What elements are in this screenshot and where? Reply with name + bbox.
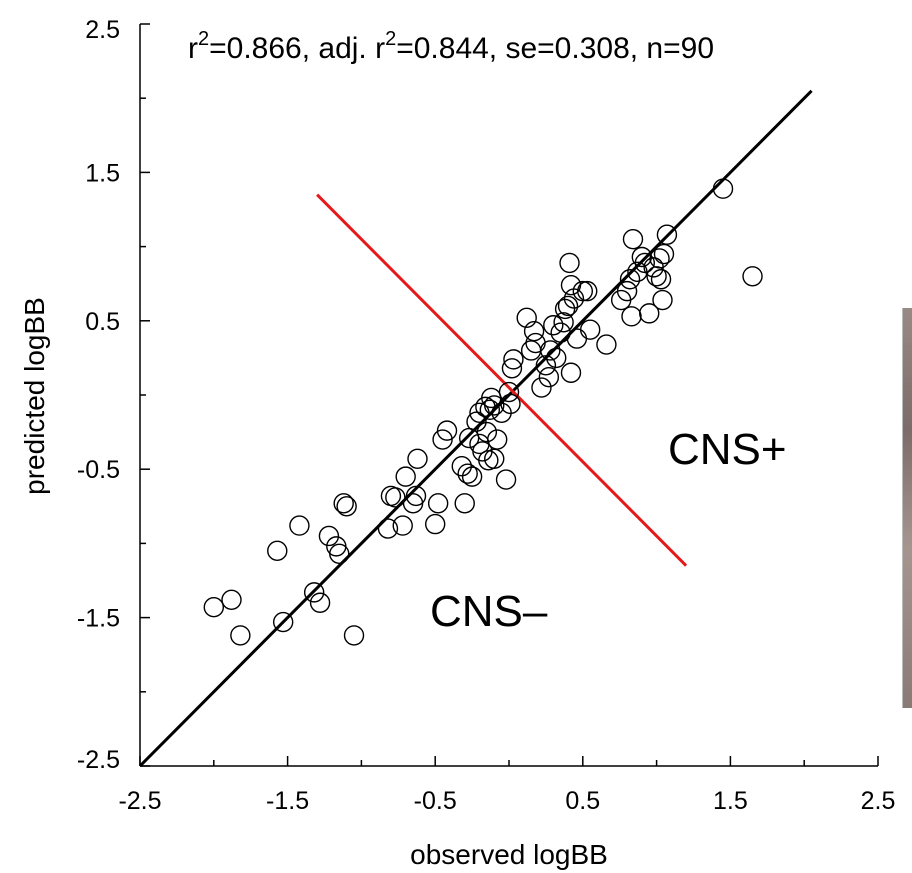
data-point xyxy=(656,224,678,245)
region-label-cns-plus: CNS+ xyxy=(668,425,787,474)
data-point xyxy=(652,289,673,311)
data-point xyxy=(336,496,357,517)
data-point xyxy=(557,295,579,317)
data-point xyxy=(377,518,399,539)
data-point xyxy=(646,266,667,287)
data-point xyxy=(577,280,598,302)
data-point xyxy=(516,307,537,329)
y-tick-label: -1.5 xyxy=(77,605,120,633)
data-point xyxy=(500,393,521,415)
data-point xyxy=(466,411,487,432)
data-point xyxy=(650,269,672,290)
data-point xyxy=(392,515,413,536)
data-point xyxy=(405,485,427,507)
data-point xyxy=(712,178,734,199)
region-label-cns-minus: CNS– xyxy=(430,587,548,636)
y-tick-label: 2.5 xyxy=(85,16,120,44)
data-point xyxy=(553,312,574,333)
data-point xyxy=(495,469,517,490)
data-point xyxy=(621,306,642,327)
data-point xyxy=(407,448,428,470)
fit-line xyxy=(138,89,813,768)
data-point xyxy=(639,303,660,324)
x-axis-label: observed logBB xyxy=(410,839,608,870)
data-point xyxy=(572,280,593,302)
data-point xyxy=(523,320,545,342)
data-point xyxy=(267,540,288,562)
data-point xyxy=(520,340,542,361)
data-point xyxy=(653,243,675,265)
x-tick-label: -1.5 xyxy=(266,787,309,815)
data-point xyxy=(486,429,508,450)
tick-labels: -2.5 -1.5 -0.5 0.5 1.5 2.5 -2.5 -1.5 -0.5 0.5 1.5 2… xyxy=(77,16,895,815)
data-point xyxy=(272,611,294,633)
y-tick-label: 0.5 xyxy=(85,308,120,336)
data-point xyxy=(318,525,340,547)
data-point xyxy=(540,340,561,361)
data-point xyxy=(479,399,501,421)
y-tick-label: -0.5 xyxy=(77,456,120,484)
data-point xyxy=(461,466,483,487)
data-point xyxy=(303,582,325,603)
y-tick-label: -2.5 xyxy=(77,746,120,774)
data-point xyxy=(432,429,453,450)
ticks xyxy=(139,23,879,767)
data-point xyxy=(484,395,505,416)
x-tick-label: 1.5 xyxy=(713,787,748,815)
data-point xyxy=(425,513,446,535)
data-point xyxy=(616,280,638,302)
data-point xyxy=(579,319,601,340)
data-point xyxy=(436,420,458,441)
x-tick-label: -2.5 xyxy=(118,787,161,815)
data-point xyxy=(649,248,670,269)
data-point xyxy=(538,366,560,388)
data-point xyxy=(395,466,416,487)
data-point xyxy=(476,421,498,443)
data-point xyxy=(451,456,472,477)
data-point xyxy=(484,448,505,470)
data-point xyxy=(329,543,350,564)
data-point xyxy=(427,493,449,514)
data-point xyxy=(203,597,225,618)
data-point xyxy=(501,358,523,379)
data-point xyxy=(535,355,557,376)
data-point xyxy=(742,266,763,287)
data-point xyxy=(631,246,653,268)
statistics-text: r2=0.866, adj. r2=0.844, se=0.308, n=90 xyxy=(188,28,714,65)
data-point xyxy=(454,493,475,514)
y-axis-label: predicted logBB xyxy=(19,297,50,495)
data-point xyxy=(531,377,552,398)
data-point xyxy=(543,315,564,336)
data-point xyxy=(221,589,242,610)
x-tick-label: 0.5 xyxy=(565,787,600,815)
separator-line xyxy=(316,193,688,567)
data-point xyxy=(333,493,354,514)
data-point xyxy=(498,381,520,403)
x-tick-label: 2.5 xyxy=(861,787,896,815)
data-point xyxy=(619,269,641,290)
data-point xyxy=(343,625,365,646)
data-points xyxy=(203,178,763,646)
partial-image-fragment xyxy=(902,308,912,708)
data-point xyxy=(546,347,567,369)
y-tick-label: 1.5 xyxy=(85,159,120,187)
data-point xyxy=(596,334,617,355)
data-point xyxy=(622,228,644,250)
data-point xyxy=(559,252,580,274)
data-point xyxy=(525,332,546,354)
data-point xyxy=(560,362,582,383)
data-point xyxy=(566,328,588,349)
x-tick-label: -0.5 xyxy=(414,787,457,815)
data-point xyxy=(457,463,478,484)
data-point xyxy=(230,625,251,646)
data-point xyxy=(503,349,524,370)
data-point xyxy=(309,592,331,613)
data-point xyxy=(289,515,310,536)
